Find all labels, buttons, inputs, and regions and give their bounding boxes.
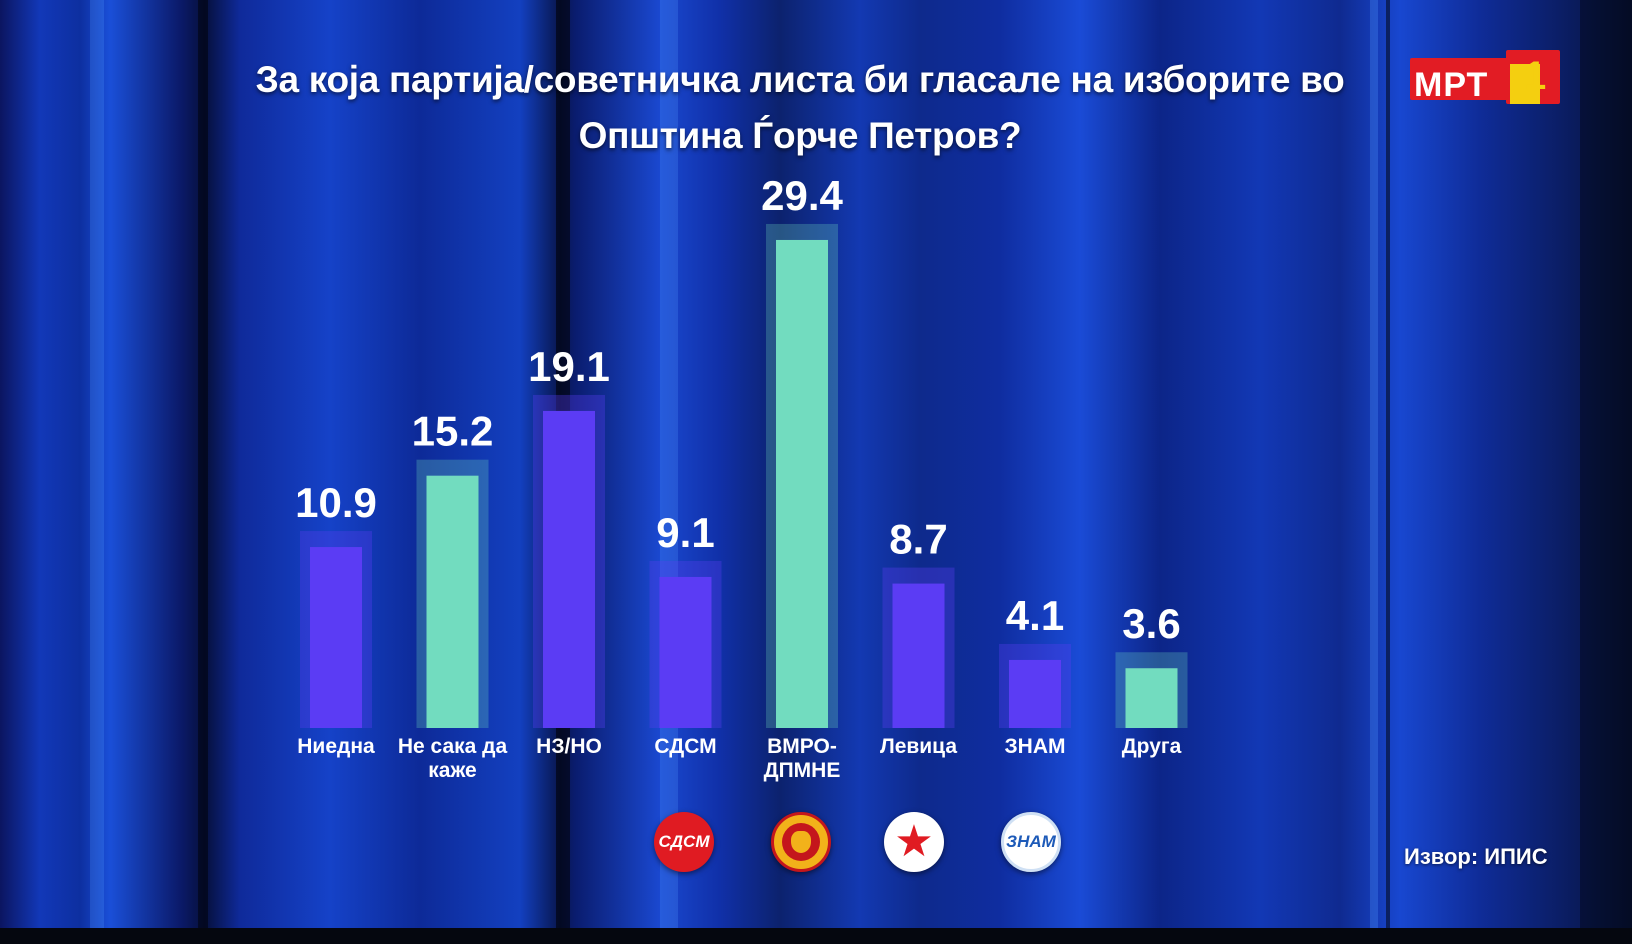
category-label: НЗ/НО — [536, 735, 602, 758]
curtain-highlight — [90, 0, 104, 944]
data-label: 3.6 — [1122, 600, 1180, 647]
category-label: Ниедна — [297, 735, 375, 758]
mrt1-logo: МРТ 1 — [1410, 50, 1560, 104]
category-label: Не сака да — [398, 735, 508, 758]
sdsm-logo: СДСМ — [654, 812, 714, 872]
category-label: ЗНАМ — [1005, 735, 1066, 758]
bar — [543, 410, 595, 728]
levica-star-icon: ★ — [884, 812, 944, 872]
category-label: Левица — [880, 735, 957, 758]
mrt-logo-number: 1 — [1524, 54, 1547, 98]
bar — [1125, 668, 1178, 728]
lion-icon — [791, 831, 811, 853]
data-label: 4.1 — [1006, 592, 1064, 639]
source-label: Извор: ИПИС — [1404, 844, 1548, 869]
data-label: 29.4 — [761, 172, 843, 219]
star-icon: ★ — [894, 817, 934, 866]
bar — [659, 576, 712, 728]
mrt-logo-text: МРТ — [1414, 66, 1489, 104]
category-label: СДСМ — [654, 735, 716, 758]
data-label: 9.1 — [656, 509, 714, 556]
sdsm-logo-text: СДСМ — [658, 832, 710, 851]
category-label: ВМРО- — [767, 735, 837, 758]
bar — [426, 475, 479, 728]
znam-logo: ЗНАМ — [1001, 812, 1061, 872]
data-label: 15.2 — [412, 408, 494, 455]
vmro-logo-inner — [782, 823, 820, 861]
chart-title-line2: Општина Ѓорче Петров? — [578, 115, 1022, 156]
mrt-logo-yellow-shape — [1510, 64, 1540, 104]
data-label: 10.9 — [295, 479, 377, 526]
chart-title: За која партија/советничка листа би глас… — [190, 52, 1410, 164]
mrt-logo-red: МРТ — [1410, 58, 1510, 104]
curtain-shadow — [1386, 0, 1390, 944]
category-label: каже — [428, 759, 476, 782]
curtain-shadow — [1580, 0, 1632, 944]
curtain-highlight — [1370, 0, 1378, 944]
bar — [310, 547, 362, 728]
mrt-logo-box: 1 — [1506, 50, 1560, 104]
znam-logo-text: ЗНАМ — [1006, 832, 1056, 851]
category-label: ДПМНЕ — [764, 759, 841, 782]
chart-title-line1: За која партија/советничка листа би глас… — [255, 59, 1345, 100]
bottom-strip — [0, 928, 1632, 944]
bar — [892, 583, 945, 728]
category-label: Друга — [1122, 735, 1182, 758]
data-label: 8.7 — [889, 516, 947, 563]
vmro-dpmne-lion-icon — [771, 812, 831, 872]
data-label: 19.1 — [528, 343, 610, 390]
bar — [776, 239, 828, 728]
curtain-shadow — [198, 0, 208, 944]
bar — [1009, 659, 1061, 728]
